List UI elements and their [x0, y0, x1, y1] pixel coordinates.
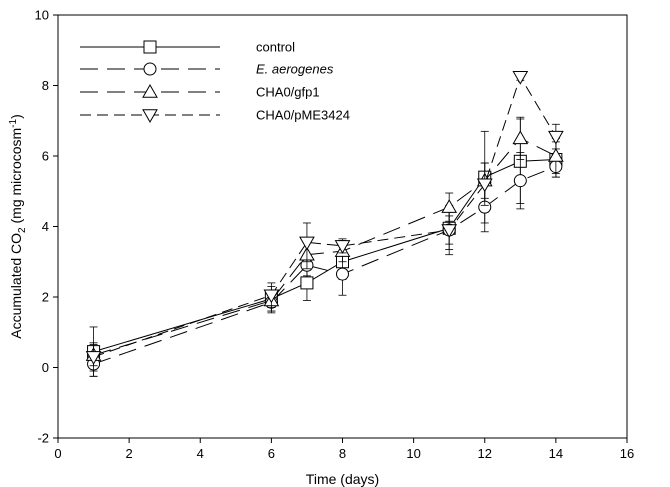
data-point [334, 240, 351, 254]
series-1 [87, 118, 563, 377]
x-tick-label: 0 [54, 446, 61, 461]
y-tick-label: 4 [42, 219, 49, 234]
data-point [263, 289, 280, 304]
data-point [336, 267, 349, 281]
data-point [476, 178, 493, 193]
data-point [300, 276, 314, 290]
series-3 [85, 116, 564, 367]
data-point [512, 130, 529, 145]
legend-marker [142, 83, 158, 98]
y-tick-label: -2 [37, 431, 49, 446]
x-tick-label: 14 [549, 446, 563, 461]
series-line [93, 75, 557, 358]
x-tick-label: 6 [268, 446, 275, 461]
y-tick-label: 8 [42, 78, 49, 93]
x-tick-label: 2 [126, 446, 133, 461]
y-tick-label: 2 [42, 290, 49, 305]
y-tick-label: 0 [42, 360, 49, 375]
legend-label: CHA0/pME3424 [256, 108, 350, 123]
data-point [548, 147, 564, 162]
x-tick-label: 8 [339, 446, 346, 461]
x-tick-label: 4 [197, 446, 204, 461]
series-line [93, 137, 557, 356]
legend-entry-4: CHA0/pME3424 [80, 108, 350, 124]
legend-label: CHA0/gfp1 [256, 85, 320, 100]
data-point [512, 70, 529, 85]
data-point [85, 351, 102, 365]
legend-marker [143, 40, 157, 54]
legend: control E. aerogenes CHA0/gfp1 CHA0/pME3424 [80, 40, 350, 124]
x-tick-label: 10 [406, 446, 420, 461]
data-point [513, 174, 527, 188]
y-axis-label: Accumulated CO2 (mg microcosm-1) [8, 114, 28, 339]
legend-label: E. aerogenes [256, 62, 334, 77]
plot-layer [85, 70, 564, 377]
data-point [299, 236, 315, 251]
plot-frame [57, 14, 628, 439]
data-point [441, 199, 458, 213]
x-tick-label: 16 [620, 446, 634, 461]
x-axis-label: Time (days) [306, 471, 379, 487]
y-tick-label: 10 [35, 8, 49, 23]
legend-label: control [256, 40, 295, 55]
series-line [93, 166, 557, 365]
axes-layer: 0 2 4 6 8 10 12 14 16 -2 0 2 4 6 8 10 Time (days) Accumul… [8, 8, 634, 487]
legend-entry-1: control [80, 40, 295, 55]
legend-marker [142, 109, 158, 124]
legend-entry-3: CHA0/gfp1 [80, 83, 320, 100]
series-4 [85, 70, 564, 372]
y-tick-label: 6 [42, 149, 49, 164]
legend-marker [143, 62, 157, 76]
legend-entry-2: E. aerogenes [80, 62, 334, 77]
x-tick-label: 12 [478, 446, 492, 461]
data-point [548, 130, 564, 145]
data-point [441, 224, 458, 239]
